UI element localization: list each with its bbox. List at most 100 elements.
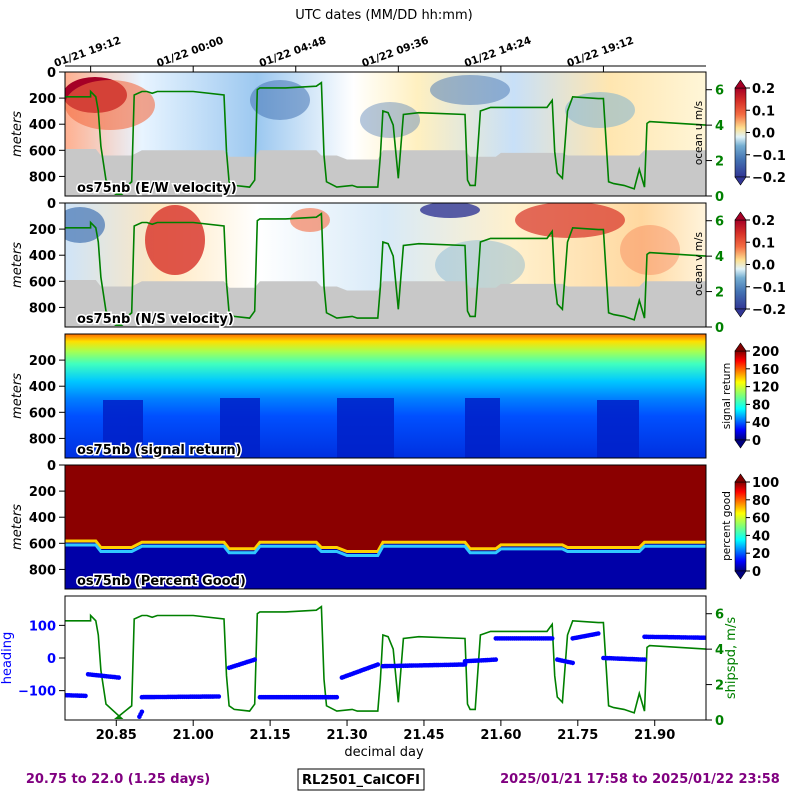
depth-tick-label: 200 (29, 354, 56, 369)
panel-vvel: os75nb (N/S velocity) (64, 202, 707, 329)
panel-pg: os75nb (Percent Good) (64, 464, 707, 591)
cruise-label-box (297, 768, 425, 791)
speed-tick-label: 0 (715, 714, 724, 729)
day-tick-label: 21.30 (326, 728, 367, 743)
shipspd-ylabel: shipspd, m/s (724, 617, 739, 699)
pg-transition-band (65, 539, 706, 553)
top-tick-label-1: 01/22 00:00 (155, 35, 225, 70)
cbar-tick-label: 0.1 (752, 104, 775, 119)
speed-tick-label: 6 (715, 608, 724, 623)
top-tick-label-3: 01/22 09:36 (360, 35, 430, 70)
depth-tick-label: 600 (29, 144, 56, 159)
top-axis-title: UTC dates (MM/DD hh:mm) (295, 8, 472, 23)
vvel-ylabel: meters (10, 242, 25, 288)
heading-point (375, 662, 381, 667)
depth-tick-label: 800 (29, 170, 56, 185)
cbar-tick-label: −0.1 (752, 281, 786, 296)
day-tick-label: 21.45 (403, 728, 444, 743)
amp-cbar-label: signal return (721, 363, 733, 430)
speed-tick-label: 6 (715, 84, 724, 99)
decimal-day-axis: 20.85 21.00 21.15 21.30 21.45 21.60 21.75 21.90 (96, 720, 675, 743)
cbar-tick-label: 0 (752, 434, 761, 449)
depth-tick-label: 800 (29, 563, 56, 578)
amp-colorbar: signal return (721, 342, 747, 449)
colorbar-ticks: 0.20.10.0−0.1−0.20.20.10.0−0.1−0.2200160… (746, 82, 786, 580)
heading-point (570, 660, 575, 666)
amp-ylabel: meters (10, 373, 25, 419)
day-tick-label: 21.00 (173, 728, 214, 743)
pg-ylabel: meters (10, 504, 25, 550)
heading-point (334, 694, 340, 700)
top-tick-label-5: 01/22 19:12 (565, 35, 635, 70)
depth-tick-label: 0 (47, 66, 56, 81)
pg-colorbar: percent good (721, 473, 747, 580)
depth-tick-label: 0 (47, 197, 56, 212)
heading-point (252, 657, 257, 662)
amp-darker-blocks (103, 398, 639, 458)
depth-tick-label: 200 (29, 223, 56, 238)
day-tick-label: 21.90 (634, 728, 675, 743)
heading-point (83, 693, 88, 699)
heading-point (703, 635, 706, 641)
cbar-tick-label: 100 (752, 476, 779, 491)
day-tick-label: 21.15 (250, 728, 291, 743)
depth-axes: 0 200 400 600 800 0 200 400 600 800 200 400 600 800 0 2… (18, 66, 65, 700)
depth-tick-label: 200 (29, 485, 56, 500)
vvel-shipspd-line (65, 212, 706, 326)
depth-tick-label: 200 (29, 92, 56, 107)
panel-amp: os75nb (signal return) (64, 333, 707, 460)
cbar-tick-label: 80 (752, 398, 770, 413)
heading-tick-label: 0 (47, 652, 56, 667)
day-tick-label: 20.85 (96, 728, 137, 743)
bottom-shipspd-line (65, 605, 706, 719)
speed-tick-label: 0 (715, 190, 724, 205)
footer-date-range: 2025/01/21 17:58 to 2025/01/22 23:58 (500, 772, 780, 787)
speed-tick-label: 6 (715, 215, 724, 230)
cbar-tick-label: 40 (752, 529, 770, 544)
heading-point (596, 631, 601, 636)
heading-point (493, 657, 499, 662)
cbar-tick-label: 120 (752, 381, 779, 396)
top-tick-label-0: 01/21 19:12 (53, 35, 123, 70)
speed-tick-label: 4 (715, 250, 724, 265)
cbar-tick-label: 0 (752, 565, 761, 580)
day-tick-label: 21.75 (557, 728, 598, 743)
depth-tick-label: 600 (29, 275, 56, 290)
depth-tick-label: 0 (47, 459, 56, 474)
day-tick-label: 21.60 (480, 728, 521, 743)
heading-point (216, 694, 222, 699)
vvel-title: os75nb (N/S velocity) (77, 312, 234, 327)
cbar-tick-label: 0.2 (752, 82, 775, 97)
vvel-cbar-label: ocean v m/s (693, 232, 705, 296)
heading-ylabel: heading (0, 632, 15, 685)
heading-point (139, 709, 145, 715)
footer-cruise-label: RL2501_CalCOFI (302, 773, 420, 788)
cbar-tick-label: −0.2 (752, 171, 786, 186)
uvel-shipspd-line (65, 81, 706, 195)
depth-tick-label: 800 (29, 301, 56, 316)
speed-tick-label: 2 (715, 286, 724, 301)
cbar-tick-label: 60 (752, 512, 770, 527)
uvel-no-data-region (65, 149, 706, 196)
top-tick-label-4: 01/22 14:24 (463, 35, 533, 70)
depth-tick-label: 400 (29, 511, 56, 526)
cbar-tick-label: 40 (752, 416, 770, 431)
heading-tick-label: −100 (18, 685, 56, 700)
top-tick-label-2: 01/22 04:48 (258, 35, 328, 70)
speed-tick-label: 4 (715, 643, 724, 658)
footer-day-range: 20.75 to 22.0 (1.25 days) (26, 772, 210, 787)
depth-tick-label: 600 (29, 537, 56, 552)
pg-title: os75nb (Percent Good) (77, 574, 246, 589)
cbar-tick-label: −0.2 (752, 303, 786, 318)
amp-title: os75nb (signal return) (77, 443, 242, 458)
depth-tick-label: 400 (29, 118, 56, 133)
heading-point (462, 662, 468, 667)
cbar-tick-label: 160 (752, 363, 779, 378)
depth-tick-label: 400 (29, 380, 56, 395)
heading-point (116, 675, 122, 680)
speed-tick-label: 0 (715, 321, 724, 336)
vvel-no-data-region (65, 280, 706, 327)
depth-tick-label: 600 (29, 406, 56, 421)
heading-point (549, 636, 555, 641)
